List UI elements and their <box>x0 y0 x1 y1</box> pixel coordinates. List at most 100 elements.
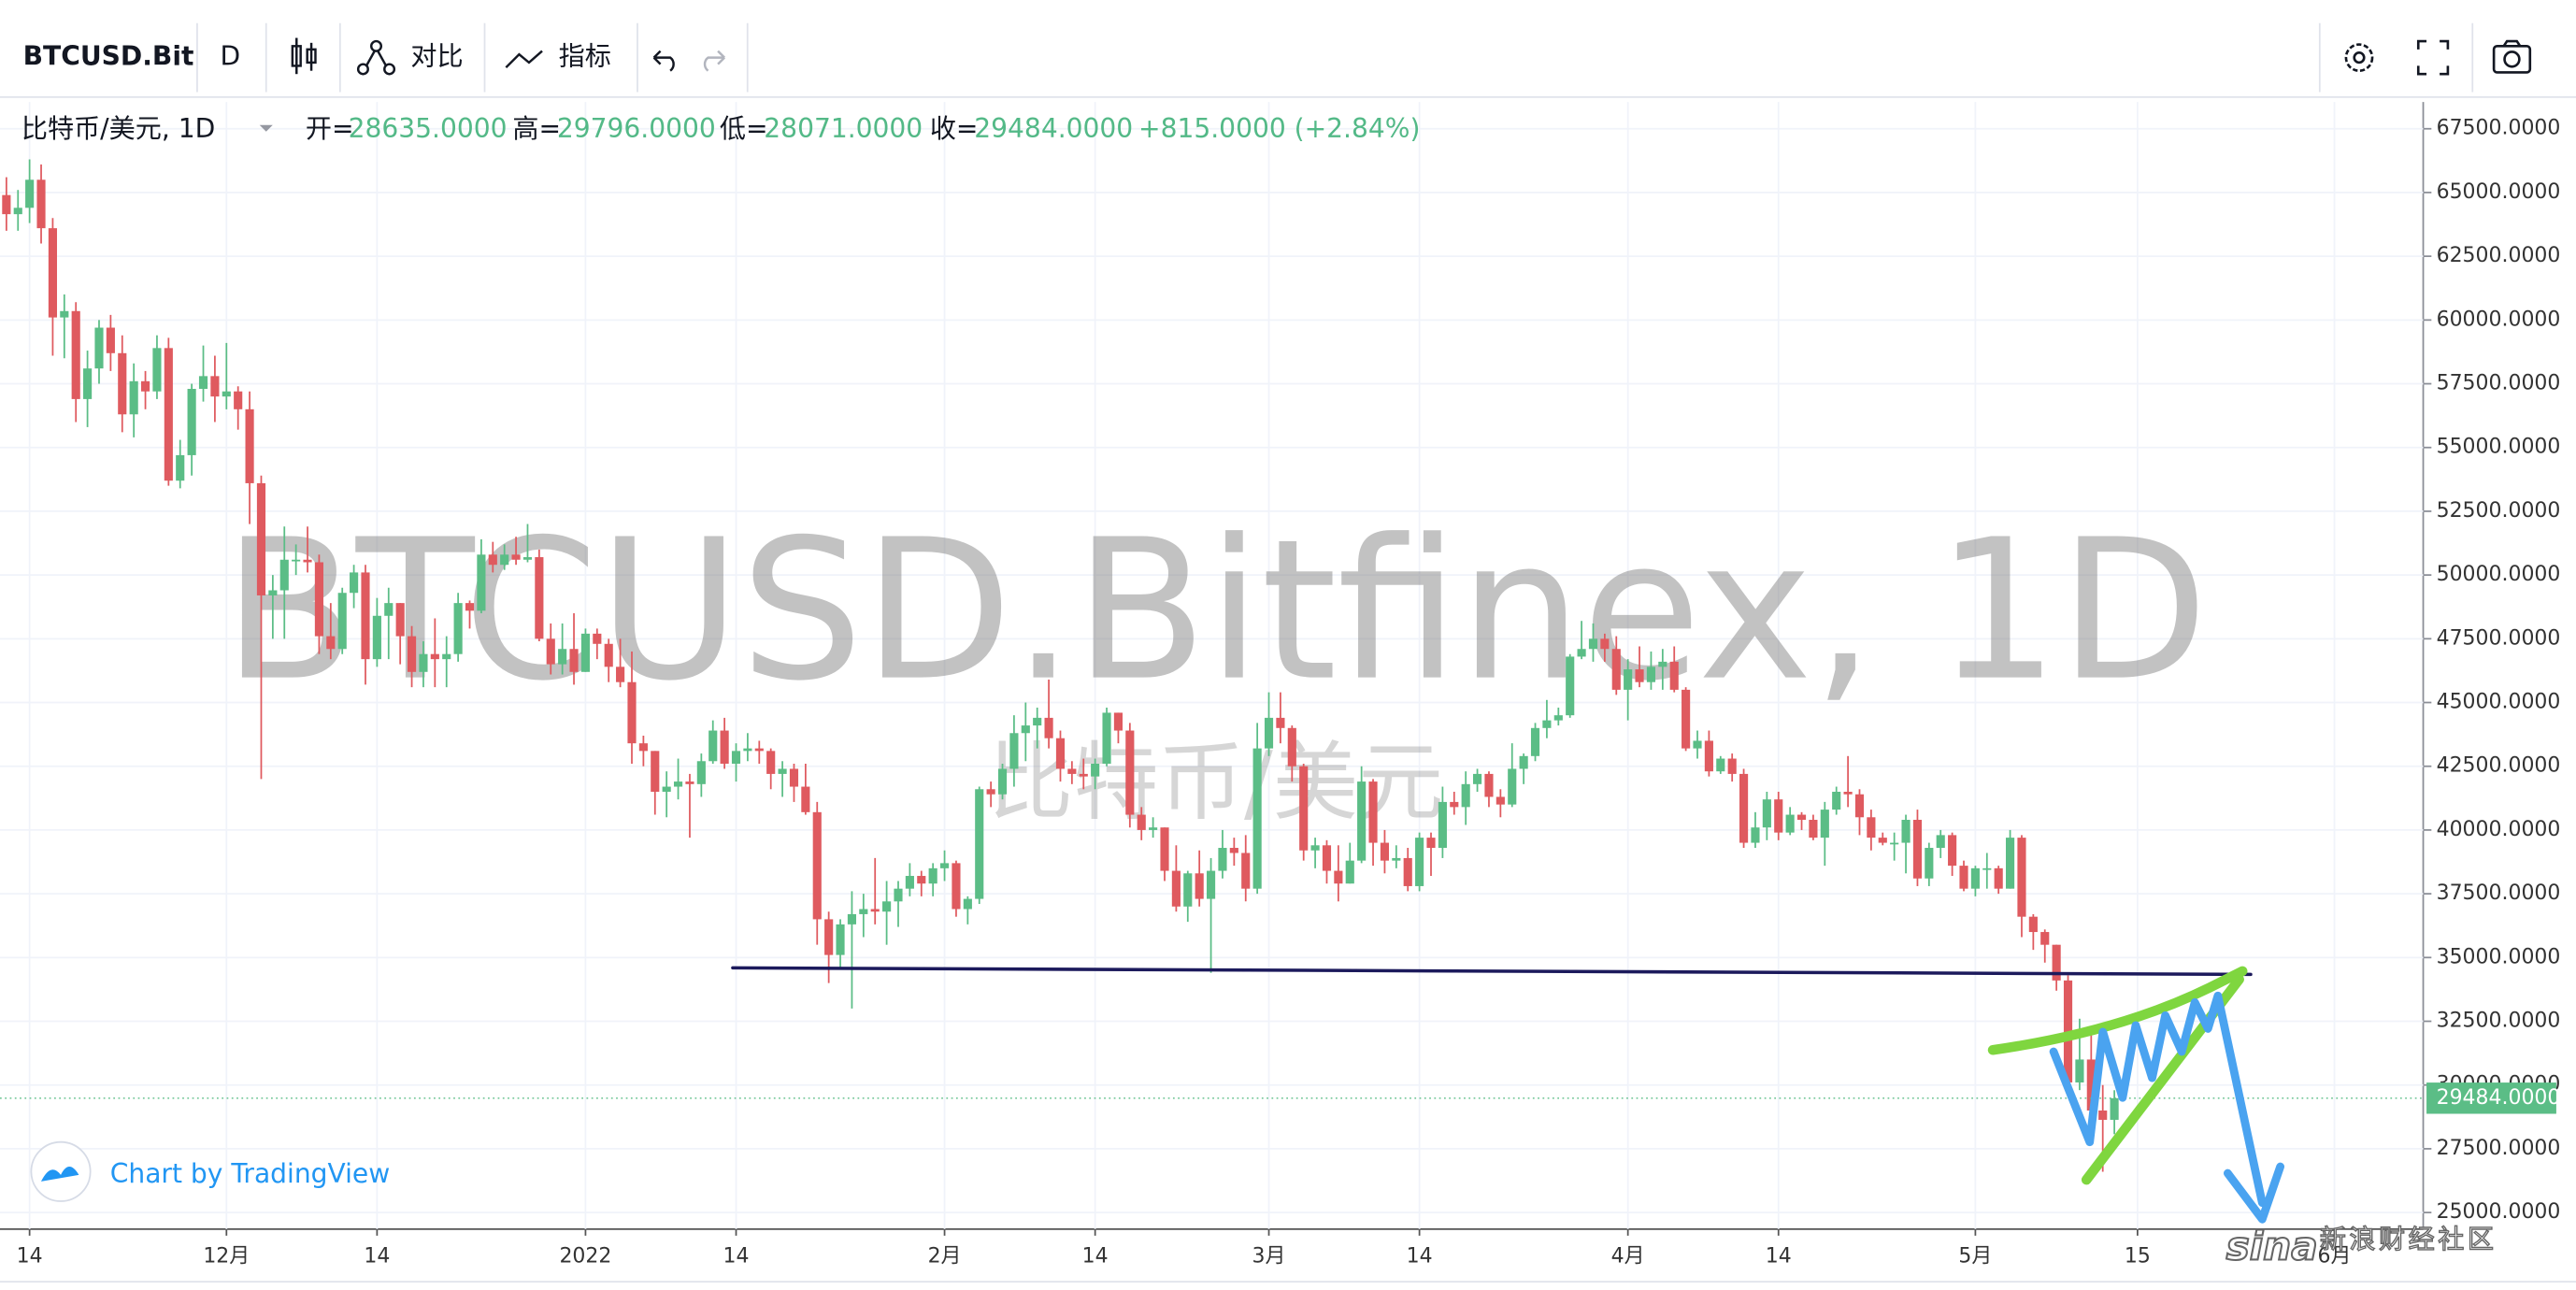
candle-body <box>1125 730 1135 815</box>
badge-text[interactable]: Chart by TradingView <box>110 1158 390 1189</box>
candle-body <box>453 603 463 654</box>
candle-body <box>731 751 741 764</box>
candle-body <box>292 559 301 562</box>
candle-body <box>268 590 278 595</box>
candle-body <box>2110 1097 2119 1120</box>
candle-body <box>1530 727 1540 756</box>
candle-body <box>419 653 428 672</box>
candle-body <box>1009 733 1019 769</box>
candle-body <box>1322 845 1332 871</box>
candle-body <box>569 649 579 672</box>
compare-icon[interactable] <box>356 39 396 76</box>
candle-body <box>430 653 439 660</box>
candle-body <box>152 348 162 392</box>
candle-body <box>1415 838 1424 886</box>
candle-body <box>1669 661 1679 690</box>
candle-body <box>1345 860 1354 884</box>
candle-body <box>1982 867 1992 870</box>
y-tick-label: 52500.0000 <box>2437 499 2561 523</box>
legend-symbol: 比特币/美元, 1D <box>21 113 215 144</box>
candle-body <box>870 909 880 912</box>
candle-body <box>847 913 857 924</box>
candle-body <box>187 388 196 455</box>
interval-button[interactable]: D <box>221 41 241 72</box>
candle-body <box>558 649 567 665</box>
candle-body <box>1113 712 1123 731</box>
indicators-button[interactable]: 指标 <box>559 41 611 72</box>
candle-body <box>1820 810 1829 838</box>
candle-body <box>1912 820 1923 879</box>
fullscreen-button[interactable] <box>2416 39 2450 76</box>
candle-body <box>1450 801 1459 808</box>
candle-body <box>1484 773 1494 797</box>
redo-button[interactable] <box>703 50 725 72</box>
y-tick-label: 35000.0000 <box>2437 945 2561 968</box>
candle-body <box>905 876 914 889</box>
candle-body <box>1229 848 1238 853</box>
candle-body <box>279 559 289 591</box>
candle-body <box>1901 820 1911 843</box>
candle-body <box>164 348 173 481</box>
legend-value: 29484.0000 <box>974 113 1133 144</box>
y-tick-label: 47500.0000 <box>2437 626 2561 650</box>
candle-body <box>2006 838 2015 889</box>
x-tick-label: 14 <box>364 1245 390 1268</box>
candle-body <box>384 603 394 616</box>
candle-body <box>118 352 127 415</box>
axes: 25000.000027500.000030000.000032500.0000… <box>0 117 2560 1268</box>
candle-body <box>939 863 950 868</box>
candle-body <box>1519 755 1528 769</box>
candle-body <box>477 554 486 611</box>
tradingview-badge[interactable]: Chart by TradingView <box>30 1140 390 1202</box>
candle-body <box>372 615 381 660</box>
candle-body <box>1751 827 1760 843</box>
symbol-button[interactable]: BTCUSD.Bit <box>23 41 194 72</box>
candle-body <box>986 789 995 795</box>
watermark-title: BTCUSD.Bitfinex, 1D <box>223 497 2209 724</box>
legend-dropdown[interactable] <box>259 124 273 132</box>
snapshot-button[interactable] <box>2492 39 2532 74</box>
candle-body <box>140 380 150 392</box>
candle-body <box>1658 661 1667 667</box>
indicator-icon[interactable] <box>505 50 543 69</box>
x-tick-label: 2022 <box>559 1245 611 1268</box>
candle-body <box>1021 725 1030 734</box>
candle-body <box>1809 820 1818 838</box>
candle-body <box>1241 853 1251 889</box>
x-tick-label: 14 <box>1082 1245 1109 1268</box>
candle-body <box>1357 781 1367 861</box>
candle-body <box>488 554 497 566</box>
settings-button[interactable] <box>2344 43 2374 73</box>
candle-body <box>210 376 220 397</box>
candle-body <box>754 748 764 752</box>
undo-button[interactable] <box>652 50 675 72</box>
y-tick-label: 57500.0000 <box>2437 372 2561 395</box>
candle-body <box>651 751 660 793</box>
candle-body <box>48 228 57 318</box>
candle-body <box>1600 638 1610 650</box>
candle-body <box>1762 799 1771 828</box>
candle-body <box>1832 792 1841 810</box>
y-tick-label: 45000.0000 <box>2437 691 2561 714</box>
candle-body <box>2028 916 2038 933</box>
legend-change: +815.0000 (+2.84%) <box>1138 113 1420 144</box>
candle-body <box>1611 649 1621 690</box>
candle-body <box>361 572 370 660</box>
legend-label: 低= <box>720 113 768 144</box>
candle-body <box>1218 848 1227 871</box>
y-tick-label: 67500.0000 <box>2437 117 2561 140</box>
candle-body <box>662 786 671 793</box>
candle-body <box>1299 766 1309 851</box>
candle-body <box>616 666 625 682</box>
candle-body <box>593 633 602 644</box>
candle-body <box>685 781 694 784</box>
candle-body <box>350 572 359 594</box>
candle-body <box>1149 827 1158 830</box>
candle-body <box>1102 712 1111 764</box>
candle-body <box>1508 768 1517 805</box>
x-tick-label: 4月 <box>1611 1245 1645 1268</box>
compare-button[interactable]: 对比 <box>410 41 463 72</box>
chart-style-button[interactable] <box>291 37 317 75</box>
